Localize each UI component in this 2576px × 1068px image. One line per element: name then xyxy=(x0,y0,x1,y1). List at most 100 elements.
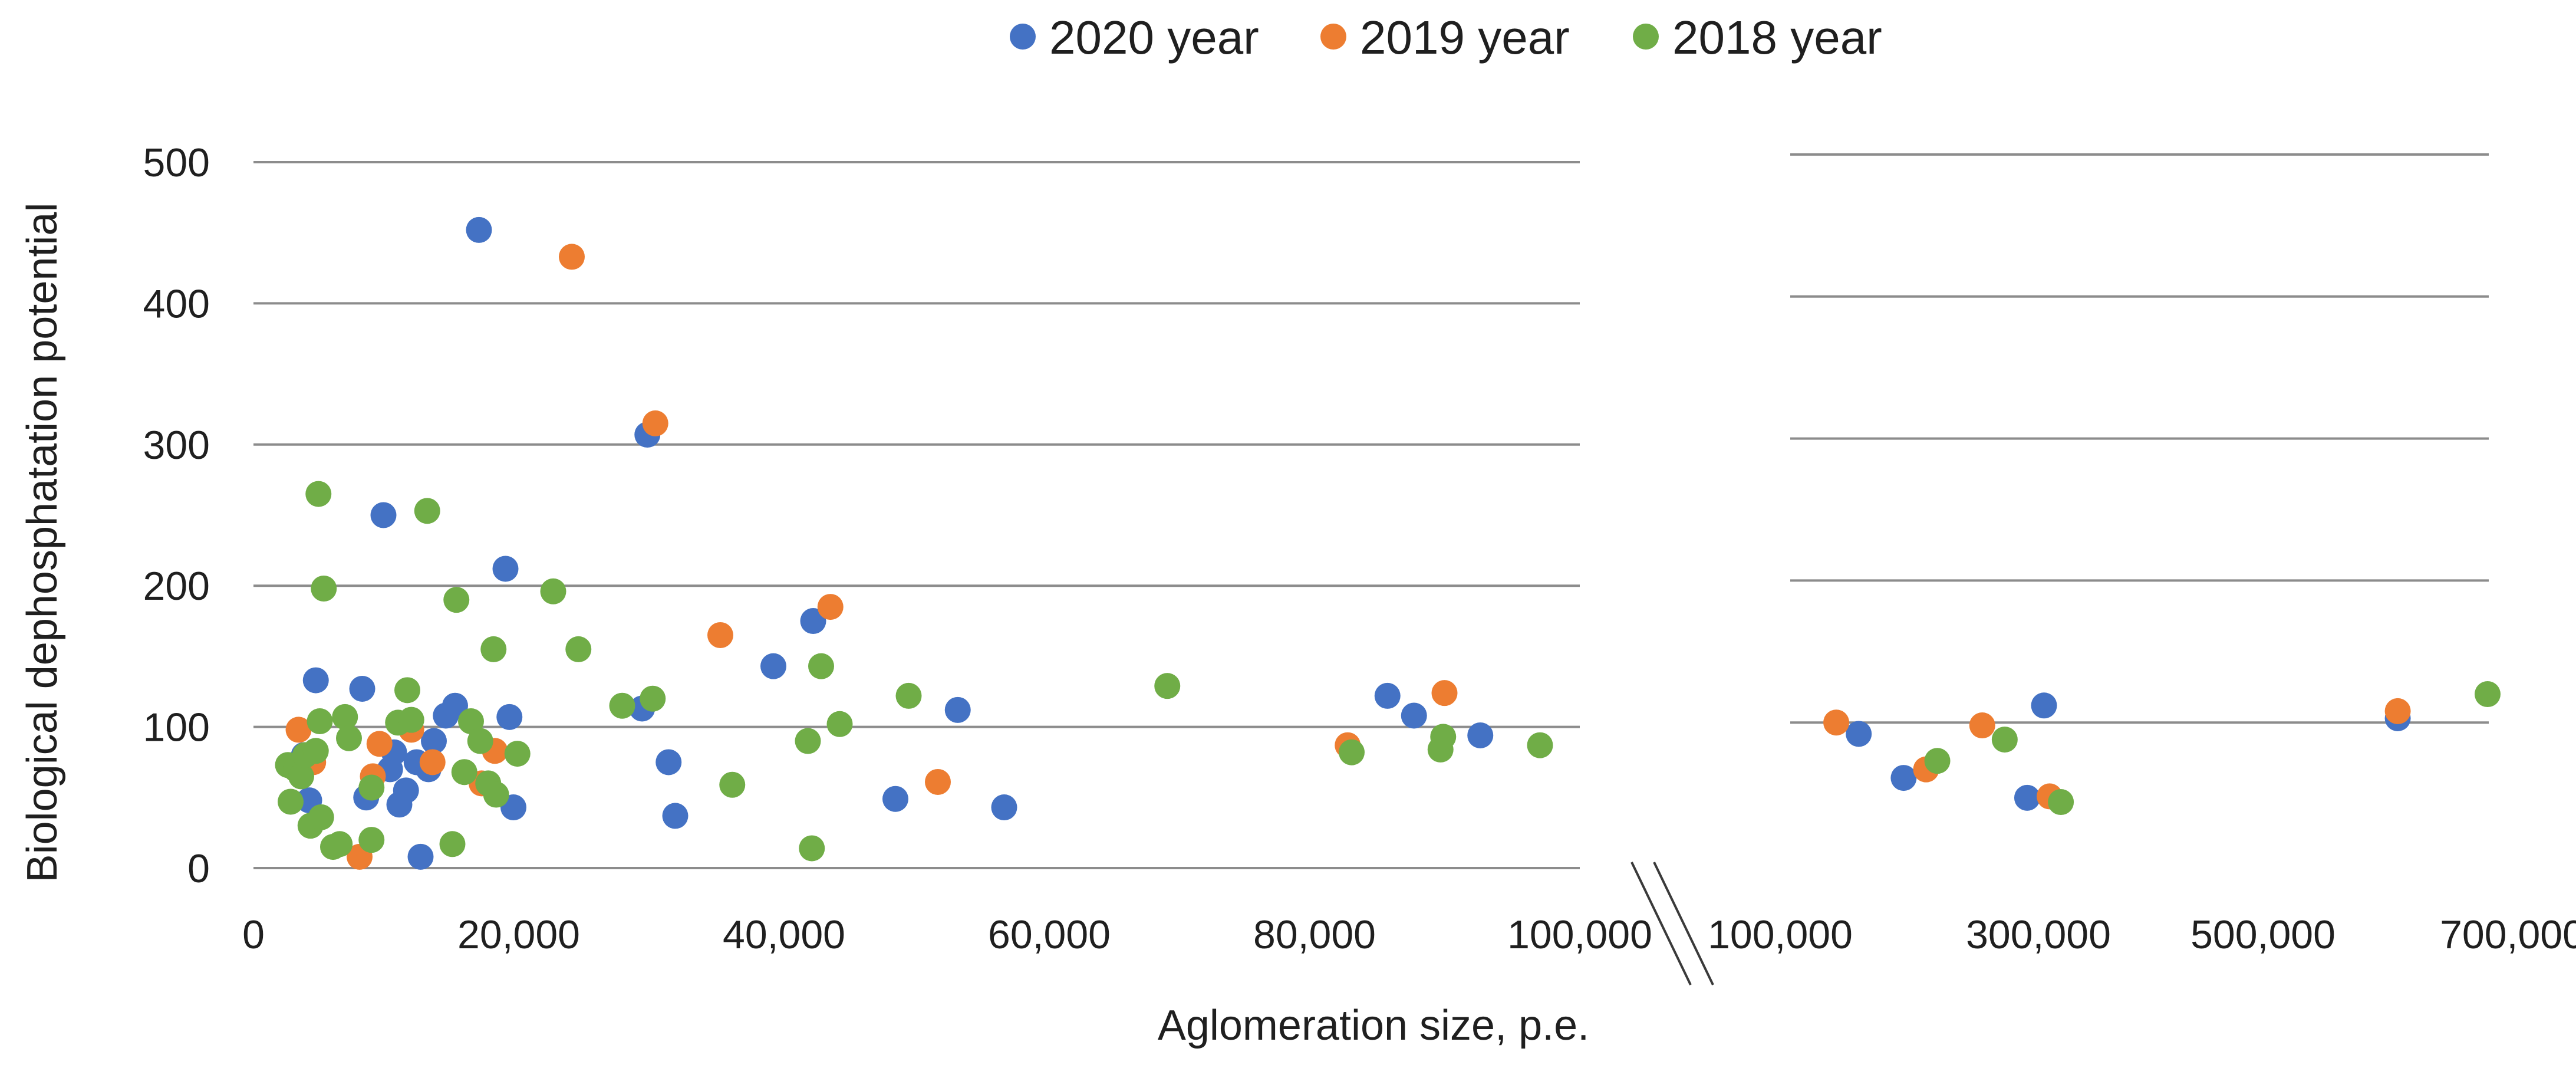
point-2020-17 xyxy=(492,556,519,582)
point-2020-18 xyxy=(496,704,523,730)
point-2018-32 xyxy=(609,692,635,719)
point-2020-15 xyxy=(442,692,468,719)
legend-label-2020: 2020 year xyxy=(1049,11,1259,64)
axis-break xyxy=(1630,862,1714,985)
point-2018-48 xyxy=(2475,681,2501,708)
point-2019-20 xyxy=(2384,698,2411,724)
point-2018-33 xyxy=(640,685,666,712)
point-2018-34 xyxy=(719,771,746,798)
y-tick-label-500: 500 xyxy=(143,140,210,185)
x-tick-label-right-2: 500,000 xyxy=(2190,912,2335,957)
point-2018-47 xyxy=(2048,789,2074,816)
point-2020-34 xyxy=(2014,784,2040,811)
legend-item-2020: 2020 year xyxy=(1010,11,1259,64)
legend-marker-2020 xyxy=(1010,24,1036,50)
point-2018-38 xyxy=(826,711,853,737)
point-2020-29 xyxy=(1374,682,1401,709)
x-axis-ticks: 0 20,000 40,000 60,000 80,000 100,000 100,000 3… xyxy=(242,912,2576,957)
point-2020-11 xyxy=(407,843,434,870)
point-2020-22 xyxy=(655,749,682,775)
point-2018-27 xyxy=(480,636,507,662)
y-axis-ticks: 0 100 200 300 400 500 xyxy=(143,140,210,891)
axis-break-line-2 xyxy=(1653,862,1714,985)
point-2020-26 xyxy=(882,786,908,812)
point-2018-37 xyxy=(808,653,834,679)
x-tick-label-left-4: 80,000 xyxy=(1253,912,1376,957)
point-2020-23 xyxy=(662,803,689,829)
gridlines xyxy=(253,153,2489,869)
point-2020-31 xyxy=(1467,722,1494,748)
x-tick-label-left-2: 40,000 xyxy=(723,912,845,957)
point-2020-16 xyxy=(466,216,492,243)
point-2018-18 xyxy=(394,677,420,704)
x-tick-label-left-3: 60,000 xyxy=(988,912,1111,957)
point-2020-28 xyxy=(991,794,1017,821)
point-2018-19 xyxy=(398,706,424,733)
x-tick-label-right-1: 300,000 xyxy=(1966,912,2111,957)
point-2019-4 xyxy=(366,731,393,757)
point-2019-16 xyxy=(1823,709,1850,736)
point-2019-12 xyxy=(817,594,844,620)
point-2020-9 xyxy=(393,777,419,804)
point-2018-15 xyxy=(358,827,385,853)
point-2018-9 xyxy=(308,804,334,830)
point-2018-25 xyxy=(467,728,493,754)
point-2019-9 xyxy=(559,244,585,270)
point-2020-5 xyxy=(370,502,397,528)
y-tick-label-300: 300 xyxy=(143,423,210,468)
point-2018-20 xyxy=(414,498,440,524)
point-2019-11 xyxy=(707,622,733,648)
legend: 2020 year 2019 year 2018 year xyxy=(1010,11,1882,64)
x-tick-label-left-1: 20,000 xyxy=(457,912,580,957)
point-2019-6 xyxy=(419,749,446,775)
point-2019-18 xyxy=(1969,712,1995,739)
point-2018-10 xyxy=(311,575,337,602)
y-tick-label-100: 100 xyxy=(143,705,210,750)
point-2019-15 xyxy=(1431,680,1458,706)
point-2018-7 xyxy=(305,481,332,507)
point-2019-10 xyxy=(642,410,668,436)
point-2020-24 xyxy=(760,653,786,679)
y-axis-title: Biological dephosphatation potential xyxy=(19,203,66,883)
legend-marker-2018 xyxy=(1633,24,1659,50)
legend-item-2019: 2019 year xyxy=(1320,11,1570,64)
y-tick-label-0: 0 xyxy=(187,846,210,891)
point-2018-43 xyxy=(1430,724,1457,750)
point-2018-22 xyxy=(443,587,470,613)
point-2020-33 xyxy=(1890,765,1917,791)
point-2018-1 xyxy=(278,788,304,815)
point-2018-31 xyxy=(565,636,592,662)
y-tick-label-200: 200 xyxy=(143,564,210,609)
point-2018-40 xyxy=(1154,673,1181,699)
legend-item-2018: 2018 year xyxy=(1633,11,1882,64)
point-2020-32 xyxy=(1846,721,1872,747)
point-2020-13 xyxy=(421,728,447,754)
point-2018-8 xyxy=(307,708,333,735)
point-2018-45 xyxy=(1924,748,1951,774)
point-2018-41 xyxy=(1339,739,1365,765)
x-tick-label-left-0: 0 xyxy=(242,912,265,957)
point-2018-16 xyxy=(358,774,385,801)
point-2018-36 xyxy=(799,835,825,862)
data-points xyxy=(275,216,2501,870)
x-tick-label-right-0: 100,000 xyxy=(1708,912,1853,957)
point-2020-2 xyxy=(302,667,329,694)
point-2018-46 xyxy=(1991,727,2018,753)
point-2018-21 xyxy=(439,831,466,857)
legend-marker-2019 xyxy=(1320,24,1346,50)
point-2020-25 xyxy=(800,608,826,635)
point-2018-28 xyxy=(483,781,509,808)
point-2020-30 xyxy=(1401,702,1427,729)
point-2018-24 xyxy=(458,708,484,735)
point-2019-0 xyxy=(285,717,312,743)
y-tick-label-400: 400 xyxy=(143,281,210,326)
point-2018-35 xyxy=(795,728,821,754)
point-2020-27 xyxy=(944,696,971,723)
legend-label-2019: 2019 year xyxy=(1360,11,1570,64)
point-2018-29 xyxy=(504,741,531,767)
point-2018-44 xyxy=(1527,732,1553,758)
point-2018-23 xyxy=(451,759,477,786)
point-2020-35 xyxy=(2031,692,2057,719)
point-2018-39 xyxy=(895,682,922,709)
